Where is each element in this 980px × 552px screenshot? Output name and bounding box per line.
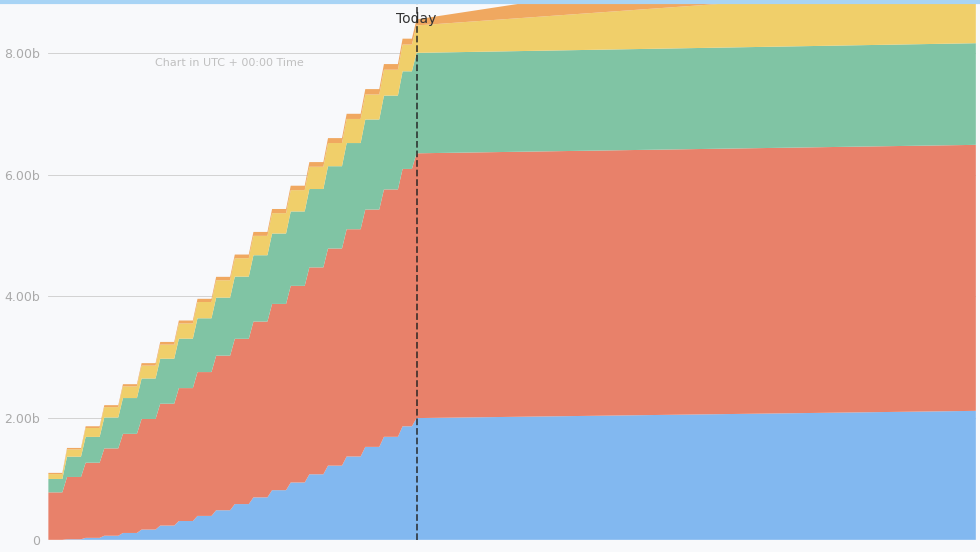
Text: Chart in UTC + 00:00 Time: Chart in UTC + 00:00 Time bbox=[155, 58, 304, 68]
Text: Today: Today bbox=[396, 12, 437, 26]
Text: 🔒: 🔒 bbox=[493, 306, 504, 324]
Text: TokenUnlocks.: TokenUnlocks. bbox=[545, 305, 712, 325]
